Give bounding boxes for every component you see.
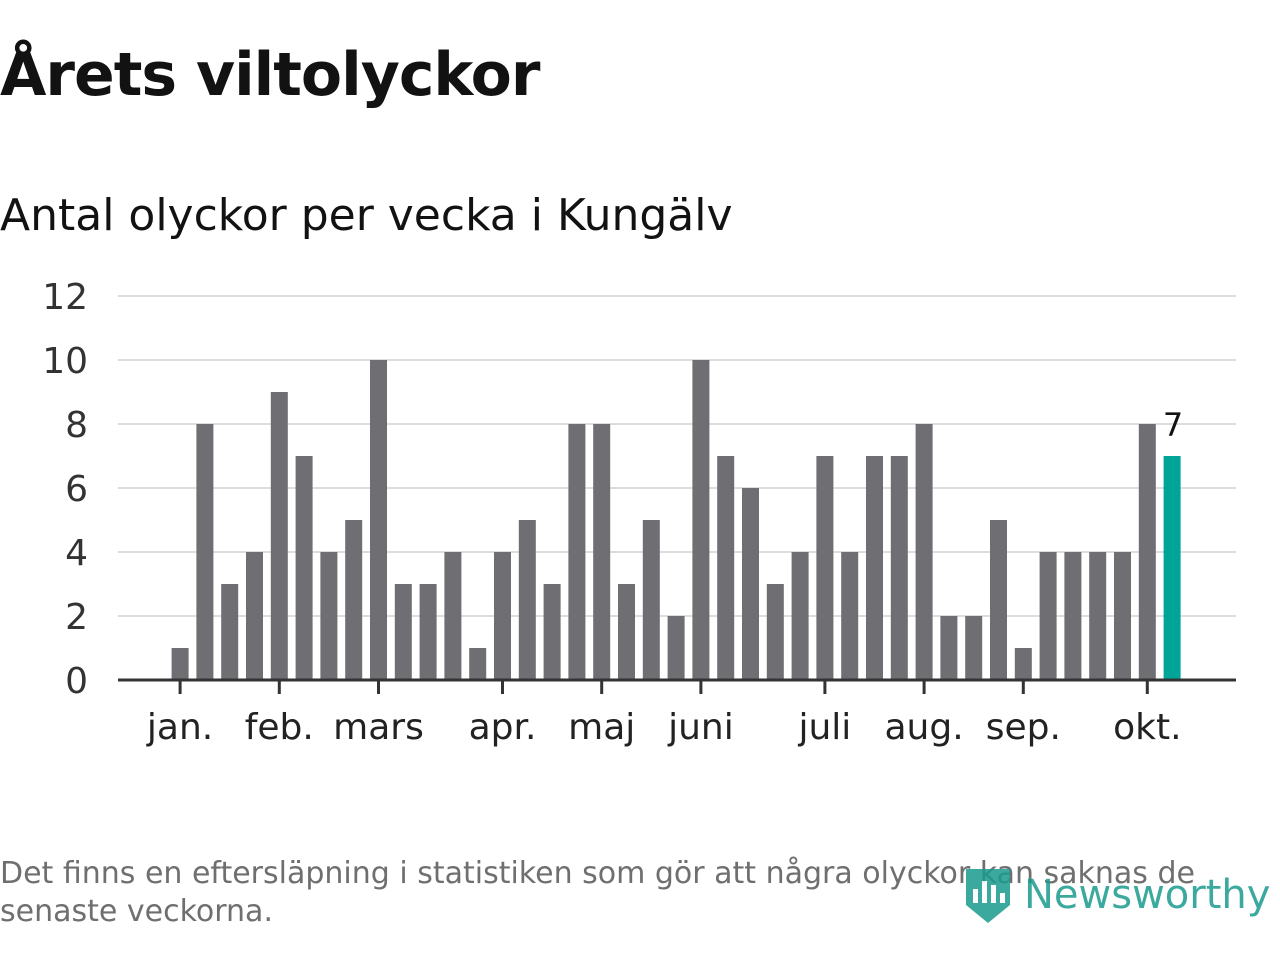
bar: [1039, 552, 1057, 680]
bar: [494, 552, 511, 680]
bar: [370, 360, 387, 680]
bar: [1014, 648, 1032, 680]
bar: [444, 552, 462, 680]
x-tick-label: juli: [797, 707, 851, 748]
bar: [990, 520, 1007, 680]
bar: [965, 616, 983, 680]
y-tick-label: 6: [65, 469, 88, 510]
y-tick-label: 2: [65, 597, 88, 638]
bar: [518, 520, 536, 680]
bar: [866, 456, 883, 680]
bar: [940, 616, 958, 680]
bar: [394, 584, 412, 680]
bar: [246, 552, 263, 680]
bar: [692, 360, 710, 680]
newsworthy-logo: Newsworthy: [962, 860, 1270, 930]
bar: [766, 584, 784, 680]
bar: [196, 424, 214, 680]
bar: [543, 584, 561, 680]
bar: [1138, 424, 1156, 680]
bar: [1089, 552, 1107, 680]
y-tick-label: 4: [65, 533, 88, 574]
x-axis-ticks: jan. feb. mars apr. maj juni juli aug. sep. okt.: [146, 680, 1182, 748]
bar-chart: 0 2 4 6 8 10 12 jan. feb. mars apr. maj juni juli aug…: [42, 277, 1236, 748]
bar: [345, 520, 363, 680]
bar: [1114, 552, 1131, 680]
chart-subtitle: Antal olyckor per vecka i Kungälv: [0, 190, 733, 241]
y-tick-label: 10: [42, 341, 88, 382]
x-tick-label: apr.: [469, 707, 537, 748]
bar: [221, 584, 239, 680]
bar: [667, 616, 685, 680]
bar: [642, 520, 660, 680]
x-tick-label: maj: [568, 707, 635, 748]
bar: [915, 424, 933, 680]
bar: [890, 456, 908, 680]
bar: [717, 456, 735, 680]
bar: [171, 648, 189, 680]
bar: [1064, 552, 1082, 680]
bar: [791, 552, 809, 680]
bar: [841, 552, 859, 680]
chart-title: Årets viltolyckor: [0, 40, 540, 110]
x-tick-label: sep.: [986, 707, 1061, 748]
x-tick-label: jan.: [146, 707, 213, 748]
data-labels: 7: [1163, 406, 1183, 444]
bar: [295, 456, 313, 680]
bars: [171, 360, 1181, 680]
y-tick-label: 12: [42, 277, 88, 318]
logo-text: Newsworthy: [1024, 872, 1271, 918]
bar: [469, 648, 487, 680]
bar: [742, 488, 759, 680]
newsworthy-logo-icon: [966, 869, 1010, 923]
bar: [568, 424, 586, 680]
bar: [270, 392, 288, 680]
bar: [816, 456, 834, 680]
x-tick-label: juni: [667, 707, 734, 748]
y-tick-label: 8: [65, 405, 88, 446]
x-tick-label: okt.: [1113, 707, 1181, 748]
highlight-data-label: 7: [1163, 406, 1183, 444]
x-tick-label: mars: [333, 707, 424, 748]
x-tick-label: feb.: [245, 707, 314, 748]
highlighted-bar: [1163, 456, 1181, 680]
y-axis-ticks: 0 2 4 6 8 10 12: [42, 277, 88, 702]
y-tick-label: 0: [65, 661, 88, 702]
bar: [618, 584, 635, 680]
bar: [419, 584, 437, 680]
x-tick-label: aug.: [885, 707, 964, 748]
bar: [320, 552, 338, 680]
bar: [593, 424, 611, 680]
